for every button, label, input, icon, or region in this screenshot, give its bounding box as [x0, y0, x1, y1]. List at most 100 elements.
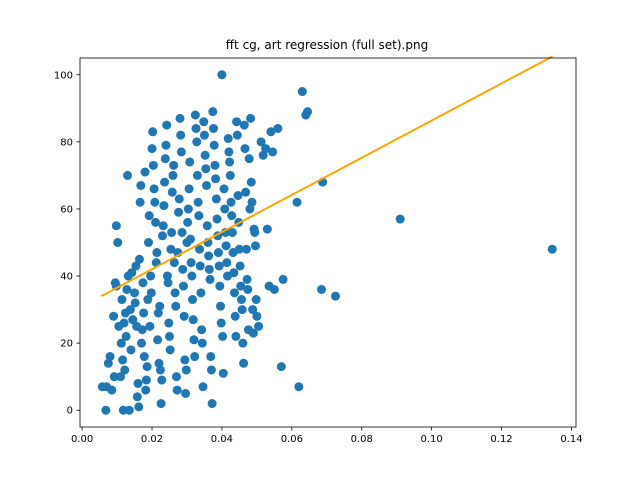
data-point	[197, 338, 207, 348]
data-point	[178, 281, 188, 291]
data-point	[224, 147, 234, 157]
data-point	[167, 187, 177, 197]
data-point	[121, 331, 131, 341]
data-point	[216, 318, 226, 328]
data-point	[171, 372, 181, 382]
data-point	[153, 308, 163, 318]
data-point	[227, 227, 237, 237]
data-point	[172, 385, 182, 395]
data-point	[248, 328, 258, 338]
data-point	[234, 244, 244, 254]
data-point	[180, 355, 190, 365]
data-point	[146, 271, 156, 281]
data-point	[195, 261, 205, 271]
data-point	[197, 325, 207, 335]
data-point	[144, 211, 154, 221]
data-point	[208, 107, 218, 117]
data-point	[131, 261, 141, 271]
data-point	[177, 227, 187, 237]
data-point	[205, 274, 215, 284]
data-point	[124, 405, 134, 415]
data-point	[136, 180, 146, 190]
data-point	[256, 137, 266, 147]
data-point	[105, 352, 115, 362]
data-point	[226, 197, 236, 207]
plot-area-frame	[79, 57, 577, 428]
data-point	[273, 123, 283, 133]
data-point	[240, 144, 250, 154]
data-point	[148, 127, 158, 137]
data-point	[155, 365, 165, 375]
data-point	[134, 254, 144, 264]
data-point	[116, 372, 126, 382]
data-point	[317, 284, 327, 294]
data-point	[164, 318, 174, 328]
data-point	[207, 399, 217, 409]
data-point	[243, 284, 253, 294]
data-point	[210, 160, 220, 170]
data-point	[213, 248, 223, 258]
data-point	[183, 204, 193, 214]
data-point	[237, 305, 247, 315]
data-point	[174, 207, 184, 217]
data-point	[130, 298, 140, 308]
x-tick-label: 0.12	[490, 434, 512, 445]
data-point	[188, 315, 198, 325]
data-point	[141, 375, 151, 385]
data-point	[185, 157, 195, 167]
data-point	[220, 227, 230, 237]
data-point	[132, 392, 142, 402]
data-point	[181, 388, 191, 398]
data-point	[201, 164, 211, 174]
data-point	[190, 110, 200, 120]
data-point	[297, 87, 307, 97]
x-tick-label: 0.08	[351, 434, 373, 445]
data-point	[269, 284, 279, 294]
data-point	[216, 301, 226, 311]
data-point	[139, 352, 149, 362]
y-tick-label: 100	[54, 70, 73, 81]
x-tick-label: 0.02	[141, 434, 163, 445]
data-point	[130, 288, 140, 298]
data-point	[170, 288, 180, 298]
chart-title: fft cg, art regression (full set).png	[226, 38, 428, 52]
data-point	[202, 180, 212, 190]
data-point	[211, 194, 221, 204]
data-point	[149, 184, 159, 194]
data-point	[235, 261, 245, 271]
data-point	[167, 227, 177, 237]
data-point	[223, 134, 233, 144]
data-point	[137, 338, 147, 348]
data-point	[161, 140, 171, 150]
x-tick-label: 0.00	[71, 434, 93, 445]
data-point	[171, 301, 181, 311]
data-point	[248, 305, 258, 315]
data-point	[303, 107, 313, 117]
data-point	[331, 291, 341, 301]
data-point	[262, 224, 272, 234]
regression-line-layer	[100, 55, 554, 298]
data-point	[119, 318, 129, 328]
y-tick-label: 80	[60, 137, 73, 148]
data-point	[230, 311, 240, 321]
data-point	[160, 177, 170, 187]
data-point	[168, 170, 178, 180]
data-point	[192, 170, 202, 180]
data-point	[238, 338, 248, 348]
data-point	[133, 378, 143, 388]
data-point	[143, 295, 153, 305]
data-point	[140, 167, 150, 177]
data-point	[204, 251, 214, 261]
data-point	[268, 147, 278, 157]
data-point	[165, 345, 175, 355]
data-point	[162, 120, 172, 130]
data-point	[241, 244, 251, 254]
data-point	[162, 271, 172, 281]
data-point	[174, 194, 184, 204]
data-point	[158, 221, 168, 231]
data-point	[233, 191, 243, 201]
data-point	[206, 365, 216, 375]
data-point	[215, 281, 225, 291]
data-point	[244, 154, 254, 164]
